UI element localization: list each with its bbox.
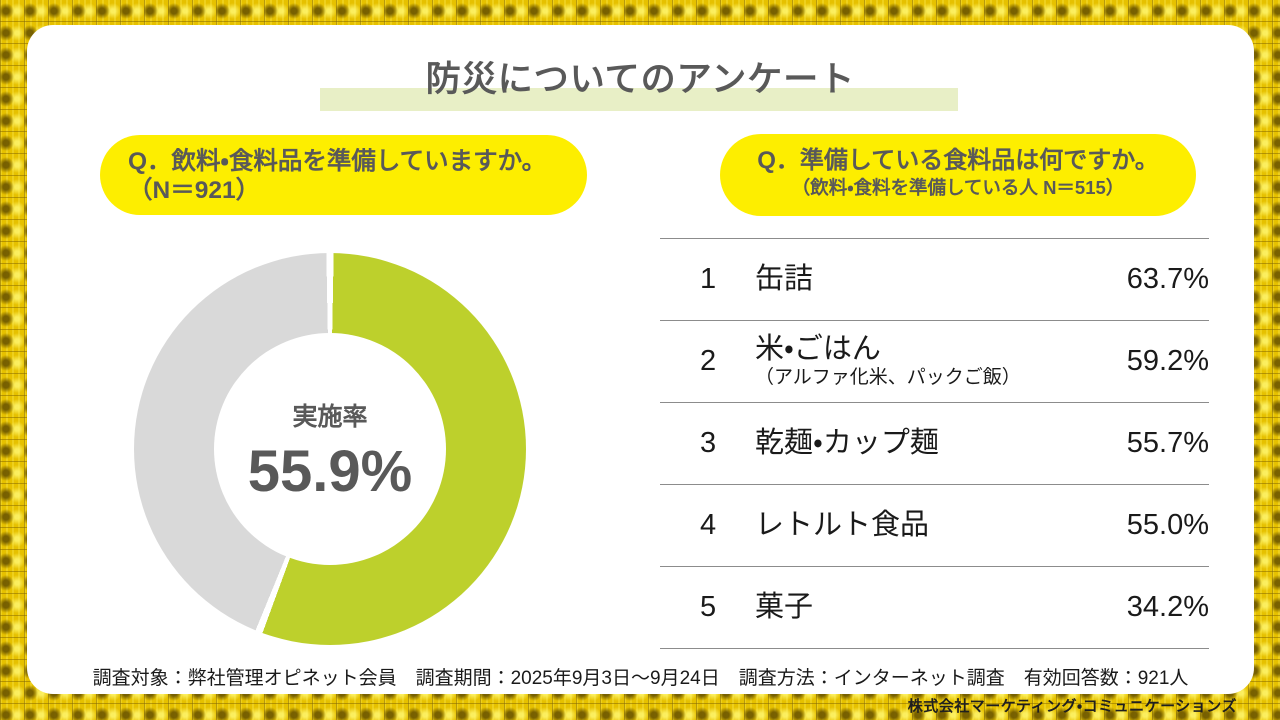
- item-name: 米・ごはん: [755, 332, 881, 365]
- question-badge-left: Q．飲料・食料品を準備していますか。 （N＝921）: [100, 135, 587, 215]
- title-highlight-bar: [320, 88, 958, 111]
- item-note: （アルファ化米、パックご飯）: [755, 367, 1021, 389]
- rank-cell: 1: [700, 263, 717, 295]
- percent-cell: 34.2%: [1126, 591, 1209, 623]
- ranking-table: 1 缶詰 63.7% 2 米・ごはん （アルファ化米、パックご飯） 59.2% …: [660, 238, 1209, 649]
- page-title: 防災についてのアンケート: [425, 60, 856, 99]
- survey-methodology-note: 調査対象：弊社管理オピネット会員 調査期間：2025年9月3日～9月24日 調査…: [92, 668, 1189, 689]
- question-badge-right: Q．準備している食料品は何ですか。 （飲料・食料を準備している人 N＝515）: [720, 134, 1196, 216]
- donut-center-value: 55.9%: [247, 439, 413, 504]
- percent-cell: 59.2%: [1126, 345, 1209, 377]
- implementation-donut-chart: 実施率 55.9%: [134, 253, 526, 645]
- rank-cell: 3: [700, 427, 717, 459]
- table-row: 1 缶詰 63.7%: [660, 238, 1209, 320]
- percent-cell: 55.7%: [1126, 427, 1209, 459]
- donut-center-label: 実施率: [292, 403, 368, 431]
- percent-cell: 63.7%: [1126, 263, 1209, 295]
- item-name: レトルト食品: [755, 508, 930, 541]
- title-section: 防災についてのアンケート: [27, 25, 1254, 145]
- company-name: 株式会社マーケティング・コミュニケーションズ: [907, 698, 1237, 715]
- question-left-line1: Q．飲料・食料品を準備していますか。: [128, 148, 547, 175]
- item-name: 缶詰: [755, 262, 814, 295]
- rank-cell: 4: [700, 509, 717, 541]
- item-cell: レトルト食品: [755, 509, 1127, 542]
- item-name: 乾麺・カップ麺: [755, 426, 939, 459]
- item-cell: 米・ごはん （アルファ化米、パックご飯）: [755, 333, 1127, 390]
- donut-center: 実施率 55.9%: [214, 333, 446, 565]
- table-row: 2 米・ごはん （アルファ化米、パックご飯） 59.2%: [660, 320, 1209, 402]
- item-cell: 菓子: [755, 591, 1127, 624]
- item-cell: 乾麺・カップ麺: [755, 427, 1127, 460]
- question-right-line1: Q．準備している食料品は何ですか。: [757, 147, 1159, 174]
- rank-cell: 5: [700, 591, 717, 623]
- item-name: 菓子: [755, 590, 814, 623]
- rank-cell: 2: [700, 345, 717, 377]
- content-panel: 防災についてのアンケート Q．飲料・食料品を準備していますか。 （N＝921） …: [27, 25, 1254, 694]
- question-left-line2: （N＝921）: [128, 177, 261, 205]
- question-right-line2: （飲料・食料を準備している人 N＝515）: [791, 177, 1125, 198]
- table-row: 3 乾麺・カップ麺 55.7%: [660, 402, 1209, 484]
- item-cell: 缶詰: [755, 263, 1127, 296]
- percent-cell: 55.0%: [1126, 509, 1209, 541]
- table-row: 4 レトルト食品 55.0%: [660, 484, 1209, 566]
- table-row: 5 菓子 34.2%: [660, 566, 1209, 648]
